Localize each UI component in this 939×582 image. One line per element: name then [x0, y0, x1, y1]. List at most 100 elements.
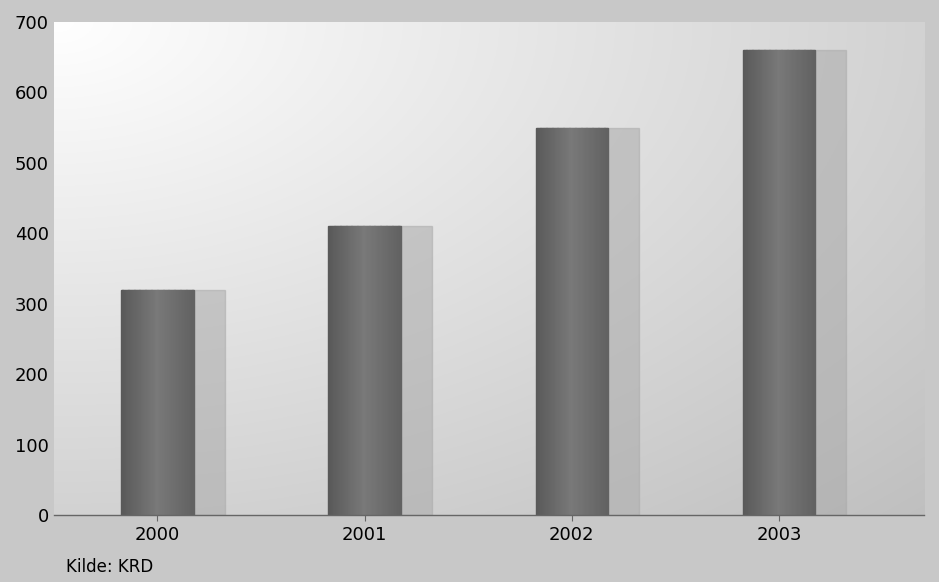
- Bar: [349, 226, 350, 515]
- Bar: [141, 290, 142, 515]
- Bar: [809, 50, 810, 515]
- Bar: [181, 290, 183, 515]
- Bar: [562, 127, 563, 515]
- Bar: [342, 226, 343, 515]
- Bar: [542, 127, 543, 515]
- Bar: [331, 226, 332, 515]
- Bar: [344, 226, 346, 515]
- Bar: [159, 290, 160, 515]
- Bar: [554, 127, 555, 515]
- Bar: [126, 290, 128, 515]
- Bar: [780, 50, 781, 515]
- Bar: [761, 50, 762, 515]
- Bar: [335, 226, 337, 515]
- Bar: [782, 50, 784, 515]
- Bar: [556, 127, 558, 515]
- Bar: [170, 290, 171, 515]
- Bar: [569, 127, 571, 515]
- Bar: [802, 50, 804, 515]
- Bar: [579, 127, 580, 515]
- Bar: [559, 127, 560, 515]
- Bar: [750, 50, 751, 515]
- Bar: [178, 290, 179, 515]
- Bar: [192, 290, 194, 515]
- Bar: [797, 50, 798, 515]
- Bar: [151, 290, 153, 515]
- Bar: [375, 226, 376, 515]
- Bar: [744, 50, 746, 515]
- Bar: [779, 50, 780, 515]
- Bar: [190, 290, 192, 515]
- Bar: [813, 50, 814, 515]
- Bar: [774, 50, 776, 515]
- Bar: [568, 127, 570, 515]
- Bar: [332, 226, 333, 515]
- Bar: [352, 226, 354, 515]
- Bar: [377, 226, 379, 515]
- Bar: [747, 50, 749, 515]
- Bar: [339, 226, 341, 515]
- Bar: [177, 290, 178, 515]
- Bar: [796, 50, 797, 515]
- Bar: [131, 290, 132, 515]
- Bar: [790, 50, 792, 515]
- Bar: [777, 50, 778, 515]
- Bar: [356, 226, 358, 515]
- Bar: [146, 290, 148, 515]
- Bar: [388, 226, 389, 515]
- Bar: [129, 290, 130, 515]
- Bar: [746, 50, 747, 515]
- Bar: [757, 50, 759, 515]
- Bar: [379, 226, 380, 515]
- Bar: [376, 226, 377, 515]
- Bar: [358, 226, 359, 515]
- Bar: [606, 127, 607, 515]
- Bar: [364, 226, 366, 515]
- Bar: [550, 127, 551, 515]
- Bar: [385, 226, 387, 515]
- Bar: [537, 127, 538, 515]
- Bar: [544, 127, 546, 515]
- Bar: [359, 226, 360, 515]
- Bar: [811, 50, 813, 515]
- Bar: [564, 127, 566, 515]
- Bar: [398, 226, 400, 515]
- Bar: [596, 127, 597, 515]
- Bar: [155, 290, 157, 515]
- Bar: [768, 50, 770, 515]
- Bar: [785, 50, 787, 515]
- Bar: [577, 127, 579, 515]
- Bar: [794, 50, 796, 515]
- Bar: [393, 226, 395, 515]
- Bar: [171, 290, 172, 515]
- Bar: [173, 290, 175, 515]
- Bar: [150, 290, 151, 515]
- Bar: [189, 290, 191, 515]
- Bar: [396, 226, 397, 515]
- Bar: [132, 290, 133, 515]
- Bar: [584, 127, 585, 515]
- Bar: [122, 290, 124, 515]
- Bar: [334, 226, 336, 515]
- Bar: [386, 226, 388, 515]
- Bar: [330, 226, 331, 515]
- Bar: [143, 290, 145, 515]
- Bar: [571, 127, 572, 515]
- Bar: [142, 290, 143, 515]
- Bar: [552, 127, 554, 515]
- Bar: [337, 226, 338, 515]
- Bar: [147, 290, 149, 515]
- Bar: [767, 50, 768, 515]
- Bar: [771, 50, 772, 515]
- Bar: [580, 127, 581, 515]
- Bar: [180, 290, 182, 515]
- Bar: [137, 290, 138, 515]
- Bar: [566, 127, 567, 515]
- Bar: [577, 127, 578, 515]
- Bar: [748, 50, 750, 515]
- Bar: [762, 50, 763, 515]
- Bar: [166, 290, 167, 515]
- Bar: [592, 127, 593, 515]
- Bar: [389, 226, 391, 515]
- Bar: [588, 127, 589, 515]
